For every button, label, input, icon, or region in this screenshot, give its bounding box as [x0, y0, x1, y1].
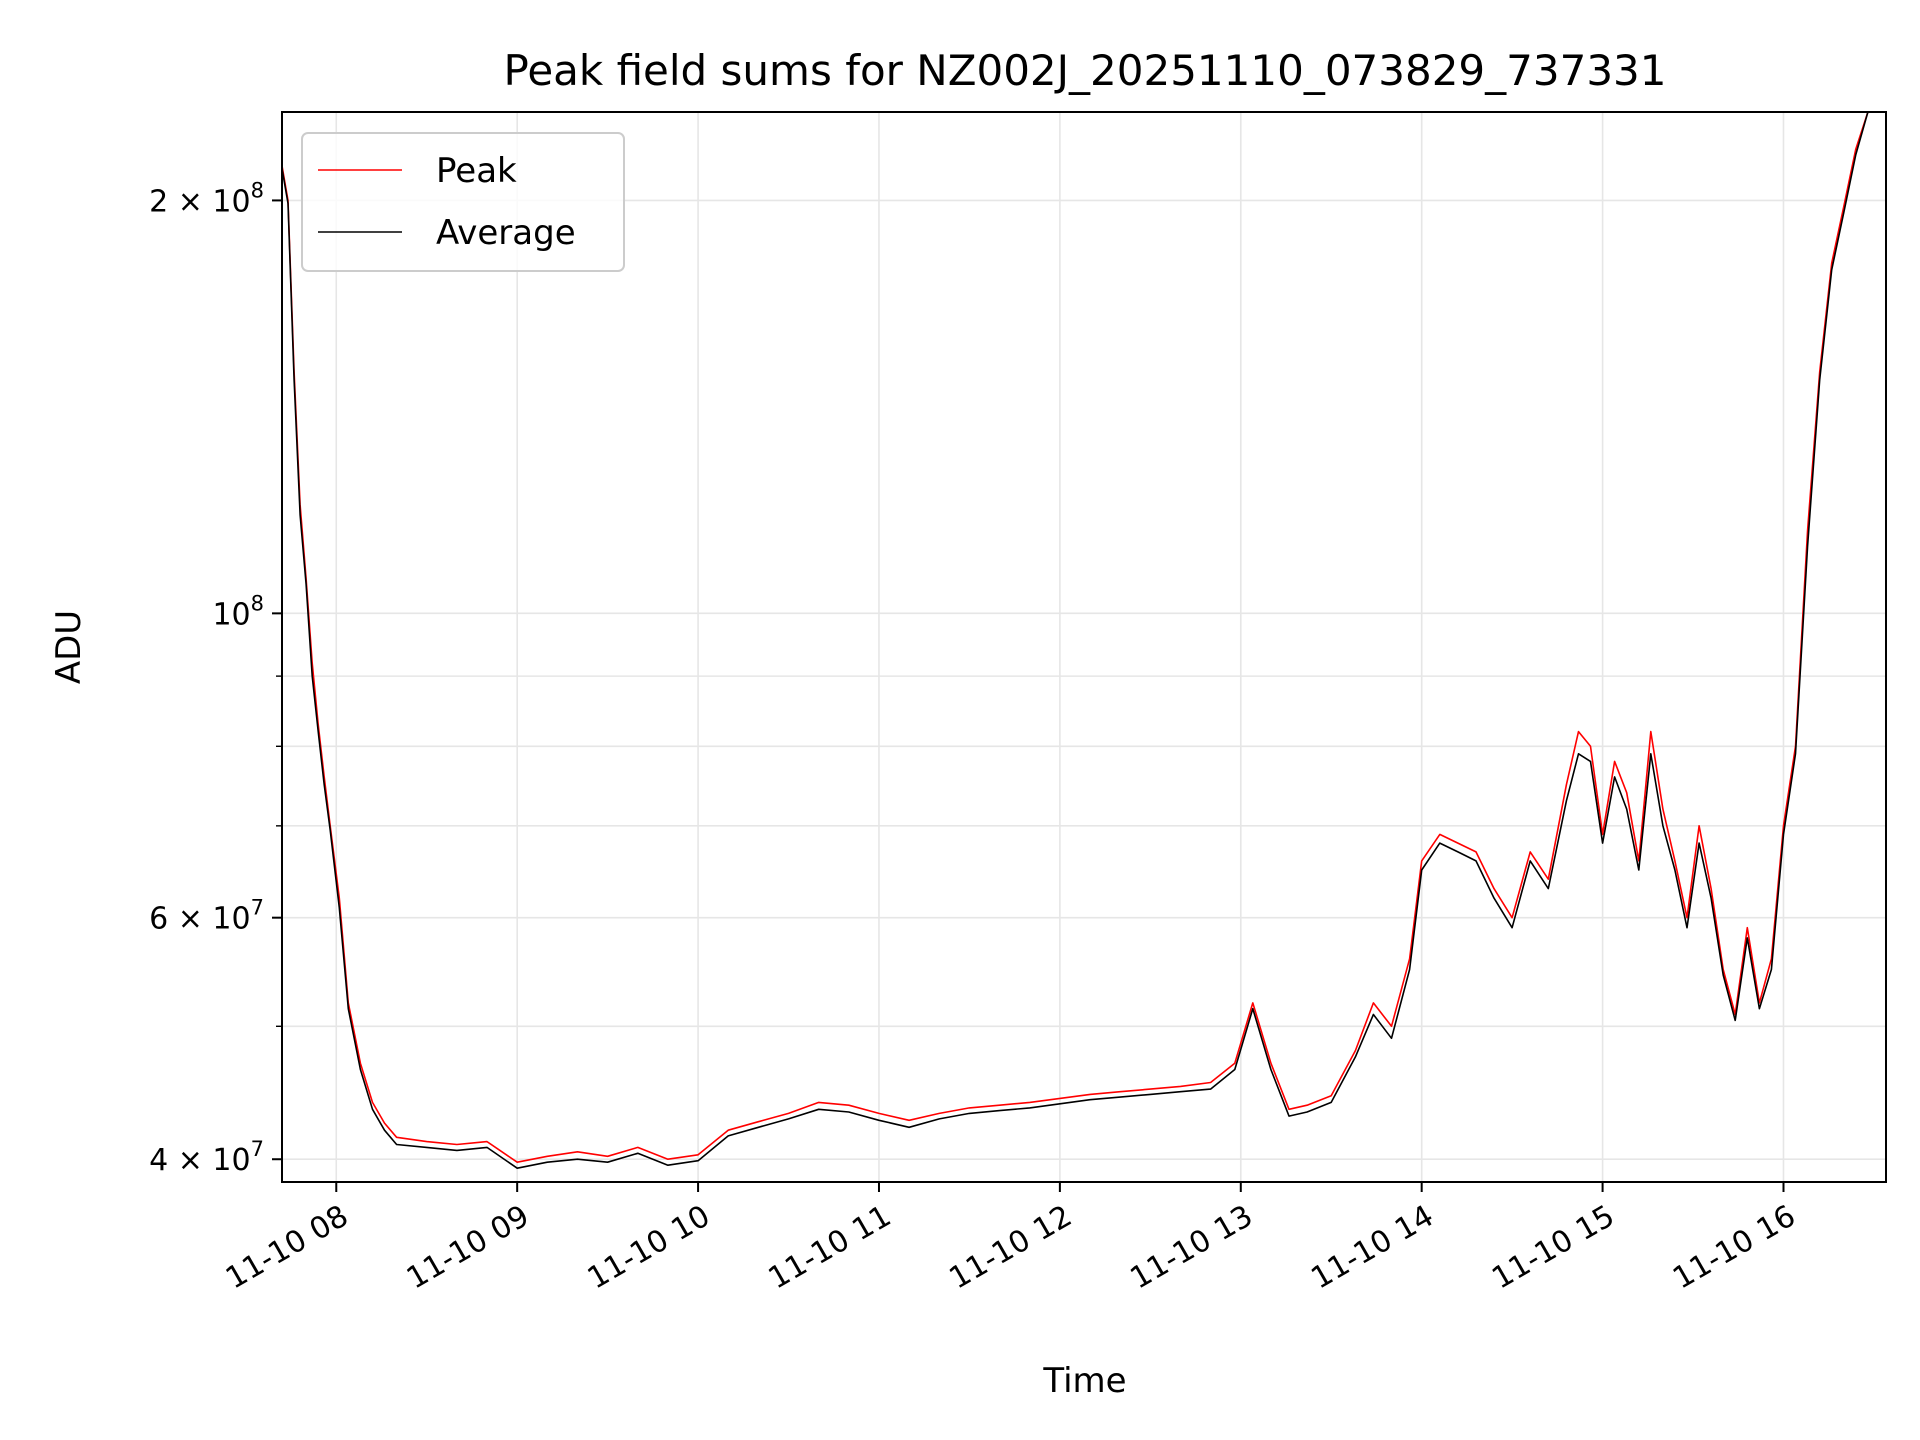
y-tick-label: 108	[212, 591, 264, 632]
legend-label-peak: Peak	[436, 151, 517, 191]
chart-title: Peak field sums for NZ002J_20251110_0738…	[504, 46, 1667, 95]
x-axis-label: Time	[1042, 1361, 1126, 1401]
grid-lines	[282, 112, 1886, 1182]
series-line-average	[282, 112, 1886, 1169]
plot-area-frame	[281, 111, 1887, 1183]
series-line-peak	[282, 112, 1886, 1163]
y-tick-label: 2 × 108	[149, 178, 264, 219]
y-axis: 4 × 107 6 × 107 108 2 × 108	[149, 178, 282, 1178]
y-tick-label: 6 × 107	[149, 896, 264, 937]
legend-box	[301, 132, 625, 272]
legend: Peak Average	[301, 132, 625, 272]
y-tick-label: 4 × 107	[149, 1137, 264, 1178]
y-axis-label: ADU	[49, 610, 89, 684]
legend-label-average: Average	[436, 213, 576, 253]
